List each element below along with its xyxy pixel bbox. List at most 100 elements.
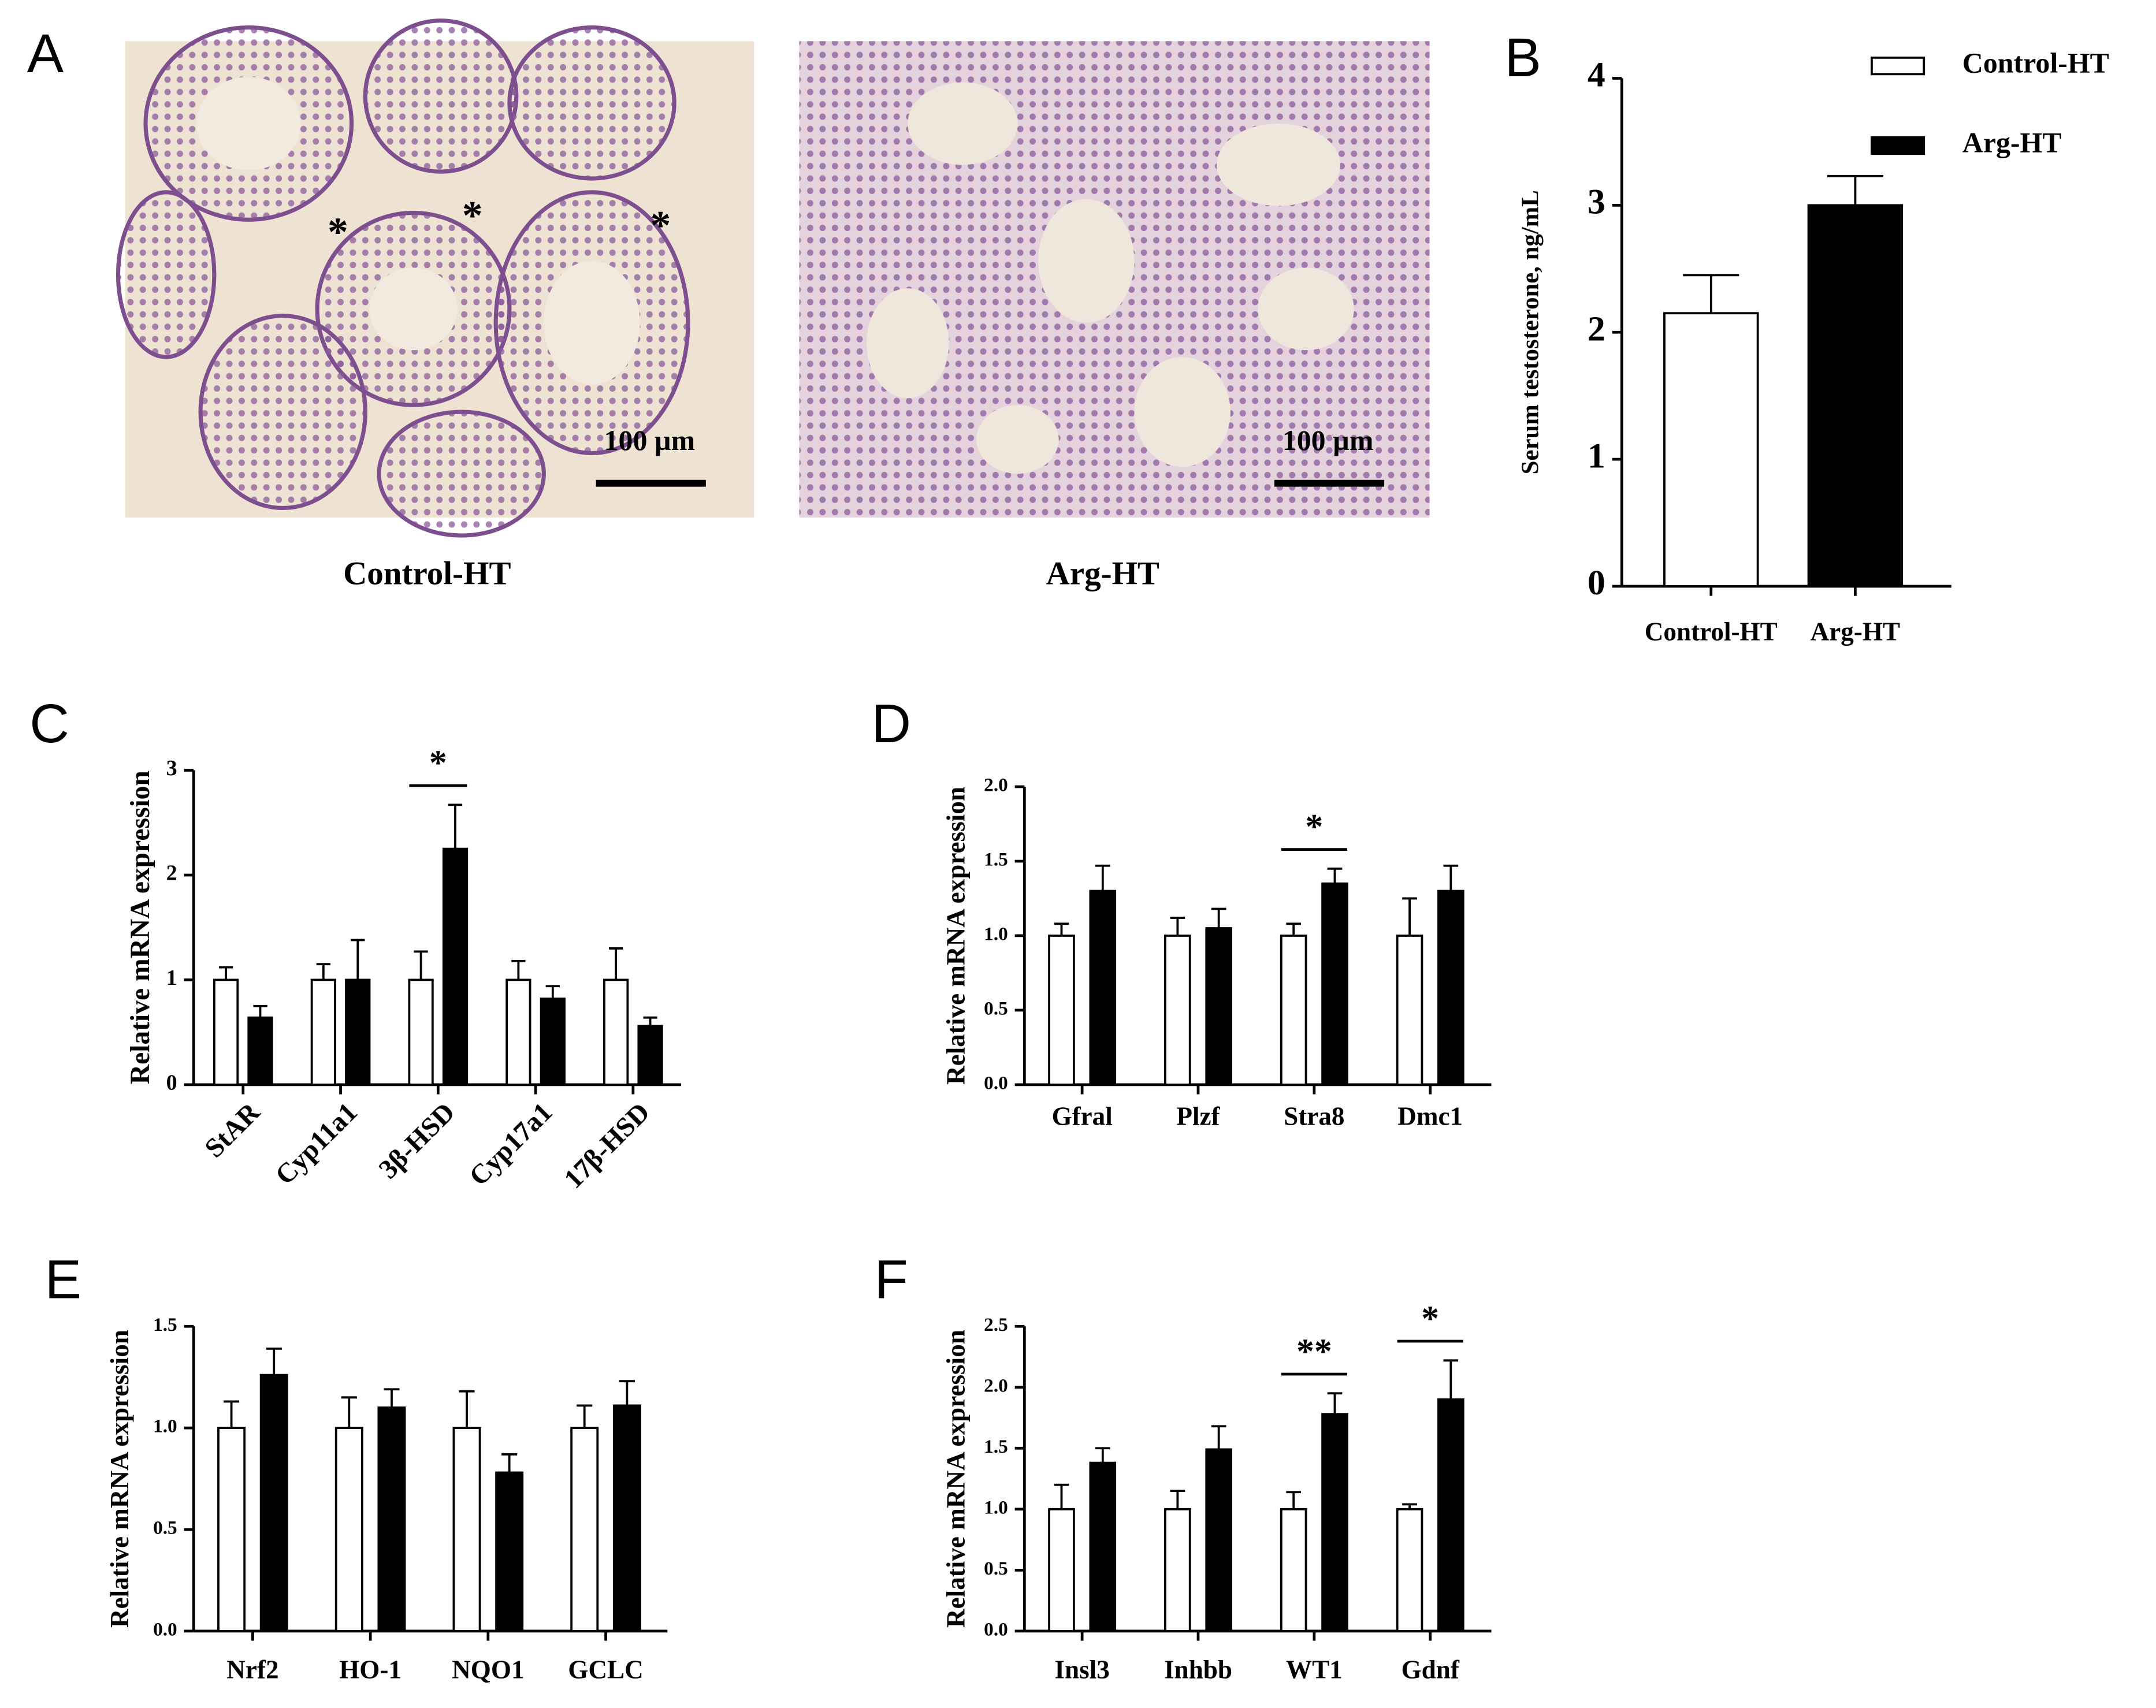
bar [612,1404,641,1632]
y-axis-label: Relative mRNA expression [105,1330,134,1628]
y-axis-label: Relative mRNA expression [942,1330,971,1628]
bar [1048,1508,1075,1632]
panel-label: F [875,1249,908,1311]
bar [495,1471,524,1632]
bar [452,1427,481,1632]
x-tick-label: GCLC [568,1655,643,1684]
bar [310,978,336,1086]
bar [1437,1398,1464,1632]
panel-label: E [45,1249,81,1311]
legend-label: Control-HT [1962,47,2109,79]
x-tick-label: Plzf [1176,1102,1220,1131]
y-tick-label: 0.5 [984,1558,1008,1579]
y-tick-label: 4 [1588,55,1605,95]
y-tick-label: 0.0 [984,1619,1008,1640]
bar [247,1016,273,1086]
y-tick-label: 2 [1588,309,1605,348]
x-tick-label: Insl3 [1054,1655,1109,1684]
micrograph [116,18,754,538]
bar [1048,935,1075,1086]
y-tick-label: 0.0 [153,1619,177,1640]
image-caption: Arg-HT [1046,555,1159,591]
bar [1205,1448,1232,1632]
bar [603,978,629,1086]
bar [1321,1413,1348,1632]
x-tick-label: Arg-HT [1811,617,1901,646]
y-axis-label: Relative mRNA expression [942,787,971,1085]
significance-label: * [1421,1299,1439,1338]
bar [1280,935,1307,1086]
y-tick-label: 0 [166,1071,177,1095]
bar [345,978,371,1086]
bar [1164,935,1191,1086]
bar [1205,927,1232,1086]
x-tick-label: Cyp11a1 [270,1097,363,1190]
y-tick-label: 2.5 [984,1314,1008,1335]
y-tick-label: 2 [166,861,177,885]
x-tick-label: Inhbb [1164,1655,1232,1684]
y-tick-label: 2.0 [984,1375,1008,1396]
bar [334,1427,363,1632]
bar [505,978,531,1086]
micrograph [799,41,1430,518]
y-tick-label: 0 [1588,563,1605,602]
x-tick-label: Dmc1 [1397,1102,1463,1131]
legend-label: Arg-HT [1962,126,2062,158]
interstitial-marker: * [328,209,348,255]
bar [1807,204,1904,587]
bar [408,978,434,1086]
x-tick-label: Stra8 [1284,1102,1344,1131]
bar [442,847,469,1086]
bar [1321,882,1348,1086]
bar [1437,890,1464,1086]
bar [540,998,566,1086]
bar [1396,1508,1423,1632]
legend-swatch [1871,56,1925,76]
x-tick-label: NQO1 [452,1655,524,1684]
y-tick-label: 3 [1588,183,1605,222]
interstitial-marker: * [462,193,483,239]
x-tick-label: Cyp17a1 [464,1097,559,1192]
panel-label: A [27,23,64,84]
y-tick-label: 1 [1588,436,1605,475]
panel-label: B [1504,27,1541,88]
bar [1663,312,1759,587]
x-tick-label: WT1 [1286,1655,1343,1684]
bar [1164,1508,1191,1632]
y-tick-label: 1.5 [153,1314,177,1335]
x-tick-label: Gdnf [1402,1655,1460,1684]
x-tick-label: 17β-HSD [559,1097,656,1194]
y-axis-label: Relative mRNA expression [125,771,155,1084]
y-tick-label: 1.0 [153,1416,177,1437]
y-tick-label: 0.0 [984,1072,1008,1093]
bar [217,1427,246,1632]
significance-label: * [429,743,447,783]
y-tick-label: 3 [166,756,177,780]
x-tick-label: StAR [199,1097,266,1164]
interstitial-marker: * [650,202,671,248]
significance-label: ** [1296,1332,1332,1371]
y-tick-label: 0.5 [984,998,1008,1019]
y-tick-label: 2.0 [984,775,1008,796]
x-tick-label: Gfral [1051,1102,1112,1131]
bar [213,978,239,1086]
y-tick-label: 1.0 [984,1497,1008,1518]
bar [570,1427,599,1632]
scale-bar-label: 100 µm [1283,425,1374,456]
image-caption: Control-HT [343,555,511,591]
panel-label: C [29,693,69,754]
x-tick-label: Control-HT [1645,617,1778,646]
legend-swatch [1871,136,1925,155]
x-tick-label: Nrf2 [226,1655,278,1684]
bar [1089,1461,1117,1632]
y-tick-label: 1 [166,966,177,990]
bar [1280,1508,1307,1632]
bar [1089,890,1117,1086]
y-axis-label: Serum testosterone, ng/mL [1517,190,1544,474]
scale-bar-label: 100 µm [604,425,696,456]
y-tick-label: 1.5 [984,1436,1008,1457]
y-tick-label: 1.0 [984,924,1008,945]
x-tick-label: 3β-HSD [373,1097,461,1185]
